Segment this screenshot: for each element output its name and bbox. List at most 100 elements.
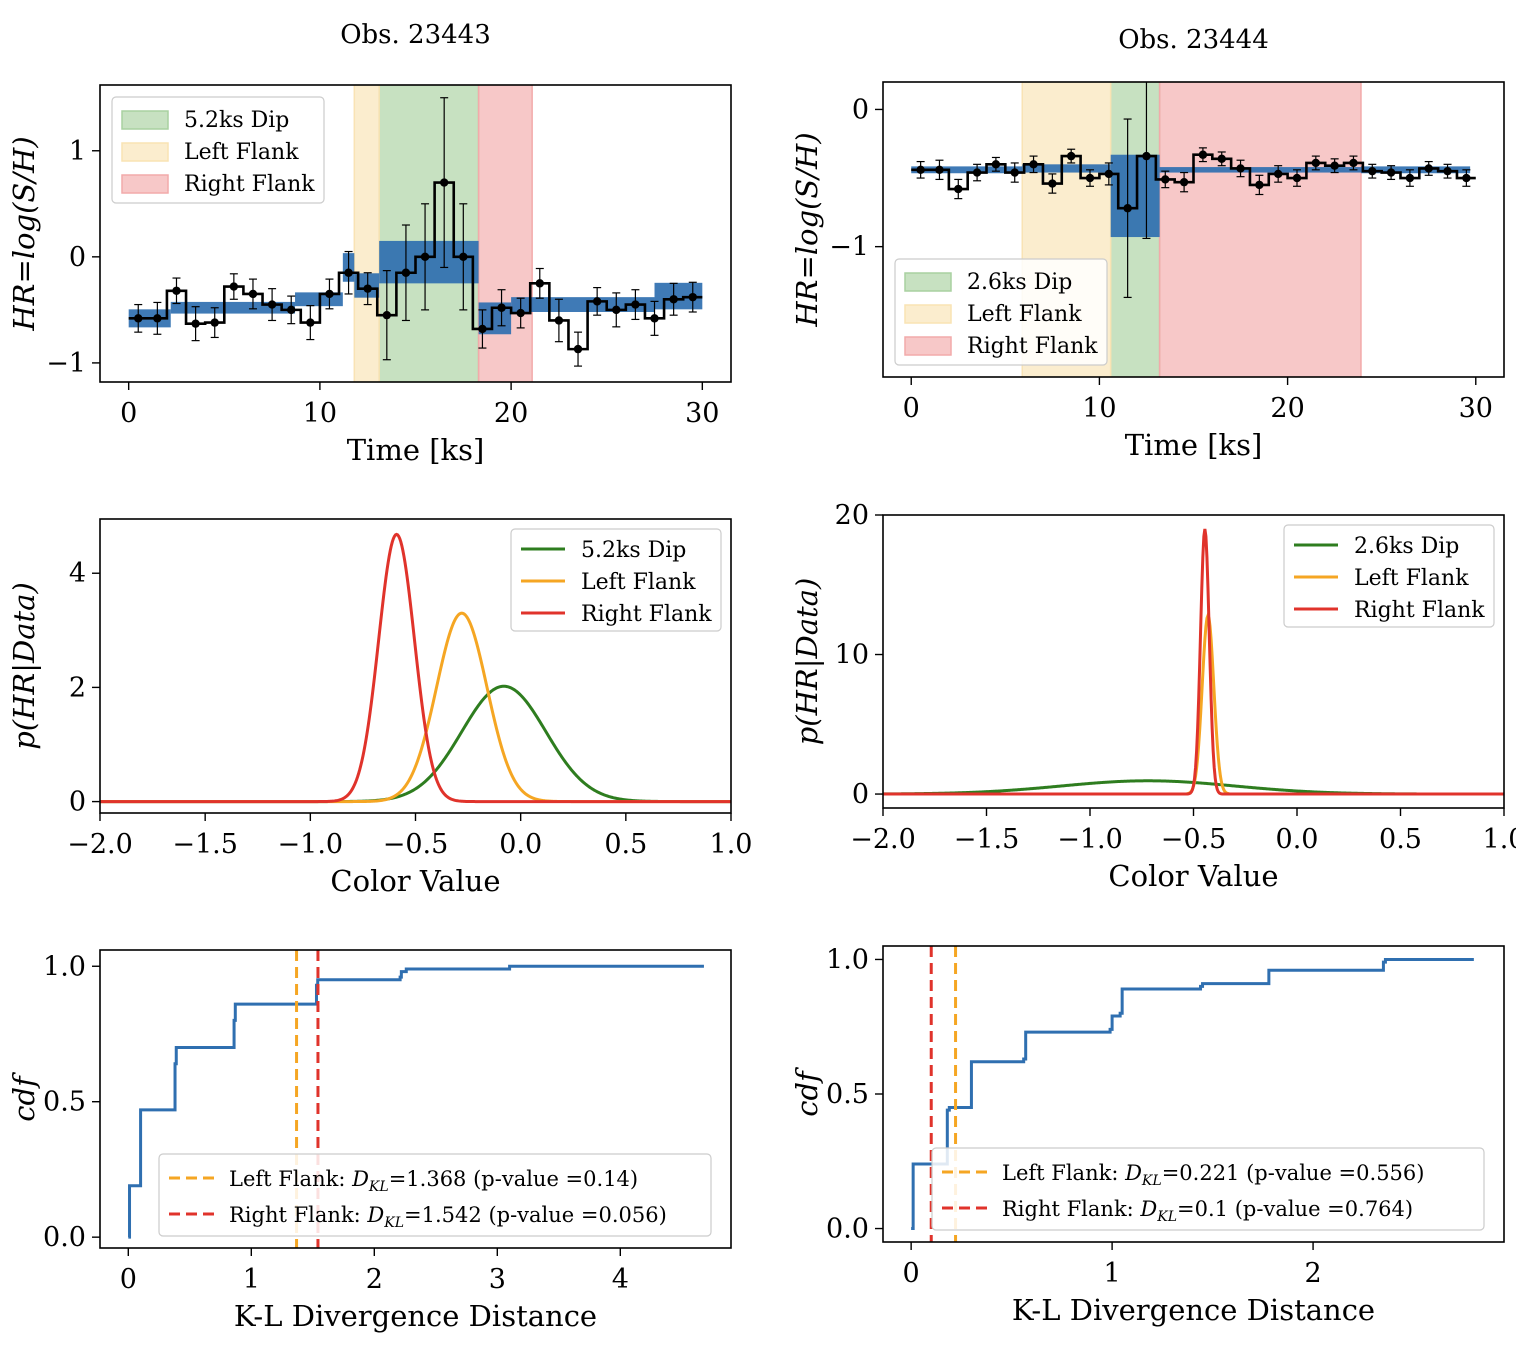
region-5-2ks-dip xyxy=(379,85,479,382)
data-point xyxy=(1048,179,1057,188)
axes-hr_23443: 0 10 20 30 −1 0 1 Time [ks] HR=log(S/H) Obs. 2344… xyxy=(7,20,732,467)
chart-cdf_23444: Left Flank: DKL=0.221 (p-value =0.556)Ri… xyxy=(911,946,1485,1242)
y-tick-label: 1.0 xyxy=(43,951,86,982)
y-tick-label: 10 xyxy=(835,640,869,671)
data-point xyxy=(612,305,621,315)
x-tick-label: 2 xyxy=(1304,1258,1321,1289)
y-tick-label: 4 xyxy=(69,558,86,589)
data-point xyxy=(1123,204,1132,213)
block-segment xyxy=(911,166,1023,174)
legend-label: Left Flank: DKL=1.368 (p-value =0.14) xyxy=(229,1167,638,1195)
data-point xyxy=(1179,177,1189,187)
y-tick-label: 1.0 xyxy=(826,944,869,975)
data-point xyxy=(1424,164,1433,173)
y-tick-label: −1 xyxy=(46,348,86,379)
x-tick-label: 10 xyxy=(1082,393,1116,424)
legend-swatch xyxy=(121,174,169,194)
legend: Left Flank: DKL=0.221 (p-value =0.556)Ri… xyxy=(931,1147,1485,1231)
chart-pdf_23443: 5.2ks Dip Left Flank Right Flank xyxy=(100,528,731,804)
data-point xyxy=(935,165,944,175)
x-tick-label: 0 xyxy=(903,393,920,424)
x-tick-label: 4 xyxy=(612,1264,629,1295)
legend-frame xyxy=(931,1147,1485,1231)
x-tick-label: 30 xyxy=(1459,393,1493,424)
data-point xyxy=(382,310,392,320)
dkl-subscript: KL xyxy=(1141,1173,1162,1189)
legend-label: Left Flank xyxy=(967,302,1082,327)
x-tick-label: 30 xyxy=(685,398,719,429)
legend-label: 5.2ks Dip xyxy=(184,108,289,133)
data-point xyxy=(363,284,372,293)
x-tick-label: −1.5 xyxy=(172,829,238,860)
block-segment xyxy=(1360,166,1471,174)
x-axis-label: Color Value xyxy=(1108,859,1278,893)
x-tick-label: 20 xyxy=(494,398,528,429)
data-point xyxy=(1443,166,1452,176)
x-axis-label: Color Value xyxy=(330,864,500,898)
data-point xyxy=(401,268,411,277)
data-point xyxy=(1255,180,1264,190)
x-tick-label: −0.5 xyxy=(383,829,449,860)
x-tick-label: 10 xyxy=(303,398,337,429)
data-point xyxy=(1085,173,1095,183)
legend-swatch xyxy=(904,272,952,292)
y-tick-label: 0 xyxy=(852,779,869,810)
x-tick-label: 3 xyxy=(489,1264,506,1295)
x-tick-label: 0.0 xyxy=(499,829,542,860)
data-point xyxy=(210,318,219,327)
data-point xyxy=(191,319,200,328)
data-point xyxy=(631,300,640,309)
axes-cdf_23443: 0 1 2 3 4 0.0 0.5 1.0 K-L Divergence Distance cdf xyxy=(7,949,732,1333)
x-tick-label: 20 xyxy=(1270,393,1304,424)
x-tick-label: 1 xyxy=(243,1264,260,1295)
legend-label: Right Flank xyxy=(184,172,315,197)
legend: 2.6ks Dip Left Flank Right Flank xyxy=(894,258,1108,366)
pdf-curve-right-flank xyxy=(883,528,1504,796)
legend: 2.6ks Dip Left Flank Right Flank xyxy=(1283,524,1495,628)
cdf-step-line xyxy=(911,957,1474,1231)
data-point xyxy=(1198,150,1208,159)
axes-pdf_23444: −2.0 −1.5 −1.0 −0.5 0.0 0.5 1.0 0 10 20 Color Valu… xyxy=(790,500,1516,893)
legend-frame xyxy=(510,528,722,632)
x-tick-label: −0.5 xyxy=(1161,824,1227,855)
data-point xyxy=(1161,175,1170,184)
legend-frame xyxy=(158,1153,712,1237)
data-point xyxy=(1217,154,1226,164)
legend-label: 2.6ks Dip xyxy=(1354,534,1459,559)
data-point xyxy=(153,314,162,323)
data-point xyxy=(1349,158,1358,168)
x-tick-label: 0 xyxy=(120,398,137,429)
y-tick-label: 0.0 xyxy=(43,1222,86,1253)
axes-frame xyxy=(99,84,732,383)
axes-pdf_23443: −2.0 −1.5 −1.0 −0.5 0.0 0.5 1.0 0 2 4 Color Value p… xyxy=(7,518,752,898)
y-axis-label: HR=log(S/H) xyxy=(7,136,41,331)
axes-frame xyxy=(99,949,732,1249)
y-axis-label: cdf xyxy=(7,1071,41,1122)
data-point xyxy=(573,344,583,354)
legend-swatch xyxy=(904,304,952,324)
y-tick-label: 0 xyxy=(69,787,86,818)
legend-label: Left Flank xyxy=(184,140,299,165)
dkl-value: 1.542 xyxy=(422,1203,482,1227)
y-axis-label: p(HR|Data) xyxy=(790,578,824,746)
x-tick-label: 0.5 xyxy=(604,829,647,860)
data-point xyxy=(478,324,487,334)
cdf-step-line xyxy=(128,964,704,1239)
legend-swatch xyxy=(121,110,169,130)
legend-swatch xyxy=(904,336,952,356)
data-point xyxy=(688,292,697,302)
y-tick-label: 0 xyxy=(69,242,86,273)
legend-label: Right Flank xyxy=(581,602,712,627)
legend-label: Left Flank xyxy=(581,570,696,595)
data-point xyxy=(325,289,334,299)
x-tick-label: 2 xyxy=(366,1264,383,1295)
dkl-value: 1.368 xyxy=(406,1167,466,1191)
chart-title: Obs. 23444 xyxy=(1118,25,1269,55)
data-point xyxy=(1311,158,1321,168)
pdf-curve-left-flank xyxy=(883,611,1504,796)
y-tick-label: 20 xyxy=(835,500,869,531)
pdf-curve-right-flank xyxy=(100,532,731,804)
x-tick-label: 1 xyxy=(1104,1258,1121,1289)
legend-name: Right Flank: xyxy=(229,1203,367,1227)
dkl-equals: = xyxy=(1162,1161,1180,1185)
